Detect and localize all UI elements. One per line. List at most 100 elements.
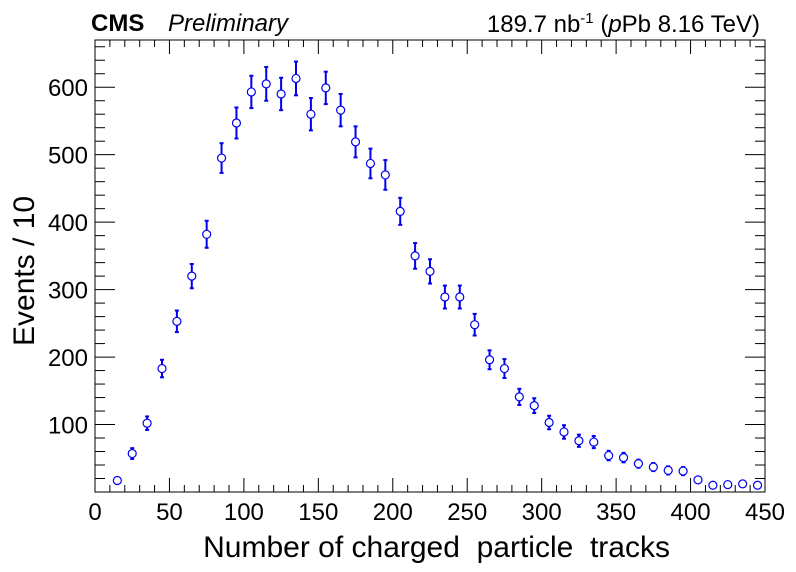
x-tick-label: 400: [671, 499, 711, 526]
lumi-exponent: -1: [580, 10, 594, 27]
data-point: [723, 479, 733, 490]
data-marker: [336, 105, 346, 115]
data-point: [202, 219, 212, 249]
data-point: [112, 475, 122, 486]
data-point: [484, 349, 495, 371]
x-tick-label: 250: [447, 499, 487, 526]
data-marker: [529, 401, 539, 411]
y-tick-label: 600: [48, 75, 88, 102]
data-point: [648, 461, 658, 473]
data-marker: [633, 459, 644, 469]
data-point: [261, 65, 271, 102]
data-marker: [440, 292, 450, 302]
data-point: [216, 142, 227, 174]
y-tick-label: 400: [48, 210, 88, 237]
data-marker: [216, 153, 227, 163]
x-axis-label: Number of charged particle tracks: [203, 531, 670, 564]
data-point: [455, 284, 465, 310]
x-tick-label: 200: [373, 499, 413, 526]
data-point: [693, 475, 703, 485]
data-marker: [365, 158, 376, 169]
data-marker: [499, 363, 510, 374]
data-marker: [291, 73, 301, 84]
data-marker: [157, 363, 167, 374]
data-point: [574, 433, 584, 448]
data-point: [738, 479, 748, 489]
data-marker: [723, 479, 733, 490]
x-tick-label: 150: [298, 499, 338, 526]
data-point: [633, 458, 644, 469]
data-point: [559, 424, 569, 440]
data-point: [395, 196, 405, 226]
plot-frame: [94, 39, 766, 493]
data-point: [187, 262, 197, 290]
data-point: [276, 76, 286, 112]
data-point: [440, 284, 450, 310]
data-point: [336, 92, 346, 128]
data-point: [306, 97, 316, 132]
data-marker: [172, 316, 182, 326]
data-point: [425, 258, 435, 285]
data-marker: [663, 465, 673, 476]
data-marker: [261, 79, 271, 89]
experiment-label: CMS: [91, 10, 145, 37]
data-point: [499, 358, 510, 379]
data-point: [291, 60, 301, 97]
data-marker: [142, 418, 152, 428]
data-marker: [187, 271, 197, 281]
data-marker: [410, 251, 420, 261]
x-tick-label: 100: [224, 499, 264, 526]
y-axis-label: Events / 10: [8, 196, 41, 346]
data-marks: [112, 60, 763, 490]
data-marker: [574, 436, 584, 446]
data-point: [678, 466, 688, 477]
data-marker: [231, 118, 242, 128]
data-marker: [738, 479, 748, 489]
data-point: [157, 358, 167, 379]
data-point: [365, 147, 376, 180]
data-point: [246, 74, 256, 110]
x-tick-label: 300: [522, 499, 562, 526]
status-label: Preliminary: [168, 10, 289, 37]
system-open: (: [600, 11, 609, 38]
data-marker: [514, 392, 524, 402]
data-marker: [484, 355, 495, 365]
data-marker: [202, 229, 212, 239]
data-point: [231, 106, 242, 140]
data-point: [410, 242, 420, 270]
x-tick-label: 350: [596, 499, 636, 526]
x-tick-label: 50: [156, 499, 183, 526]
data-marker: [648, 462, 658, 472]
data-point: [604, 449, 614, 462]
data-point: [752, 480, 763, 490]
system-italic: p: [608, 11, 622, 38]
data-marker: [246, 87, 256, 97]
data-point: [618, 451, 629, 464]
data-marker: [470, 320, 480, 330]
data-point: [544, 414, 554, 431]
data-marker: [544, 417, 554, 428]
data-marker: [112, 475, 122, 486]
data-marker: [589, 437, 599, 447]
data-point: [663, 465, 673, 476]
data-marker: [752, 480, 763, 490]
data-marker: [380, 170, 390, 180]
data-point: [708, 480, 718, 490]
data-marker: [708, 480, 718, 490]
y-tick-label: 300: [48, 278, 88, 305]
data-point: [589, 435, 599, 450]
data-point: [142, 415, 152, 431]
data-marker: [678, 466, 688, 476]
data-marker: [425, 266, 435, 276]
data-point: [321, 70, 331, 106]
data-point: [514, 387, 524, 406]
data-marker: [604, 450, 614, 461]
x-tick-label: 0: [88, 499, 101, 526]
lumi-value: 189.7 nb: [486, 11, 581, 38]
data-point: [350, 125, 361, 159]
data-marker: [321, 83, 331, 93]
y-tick-label: 100: [48, 413, 88, 440]
data-marker: [350, 137, 361, 147]
data-marker: [276, 89, 286, 99]
